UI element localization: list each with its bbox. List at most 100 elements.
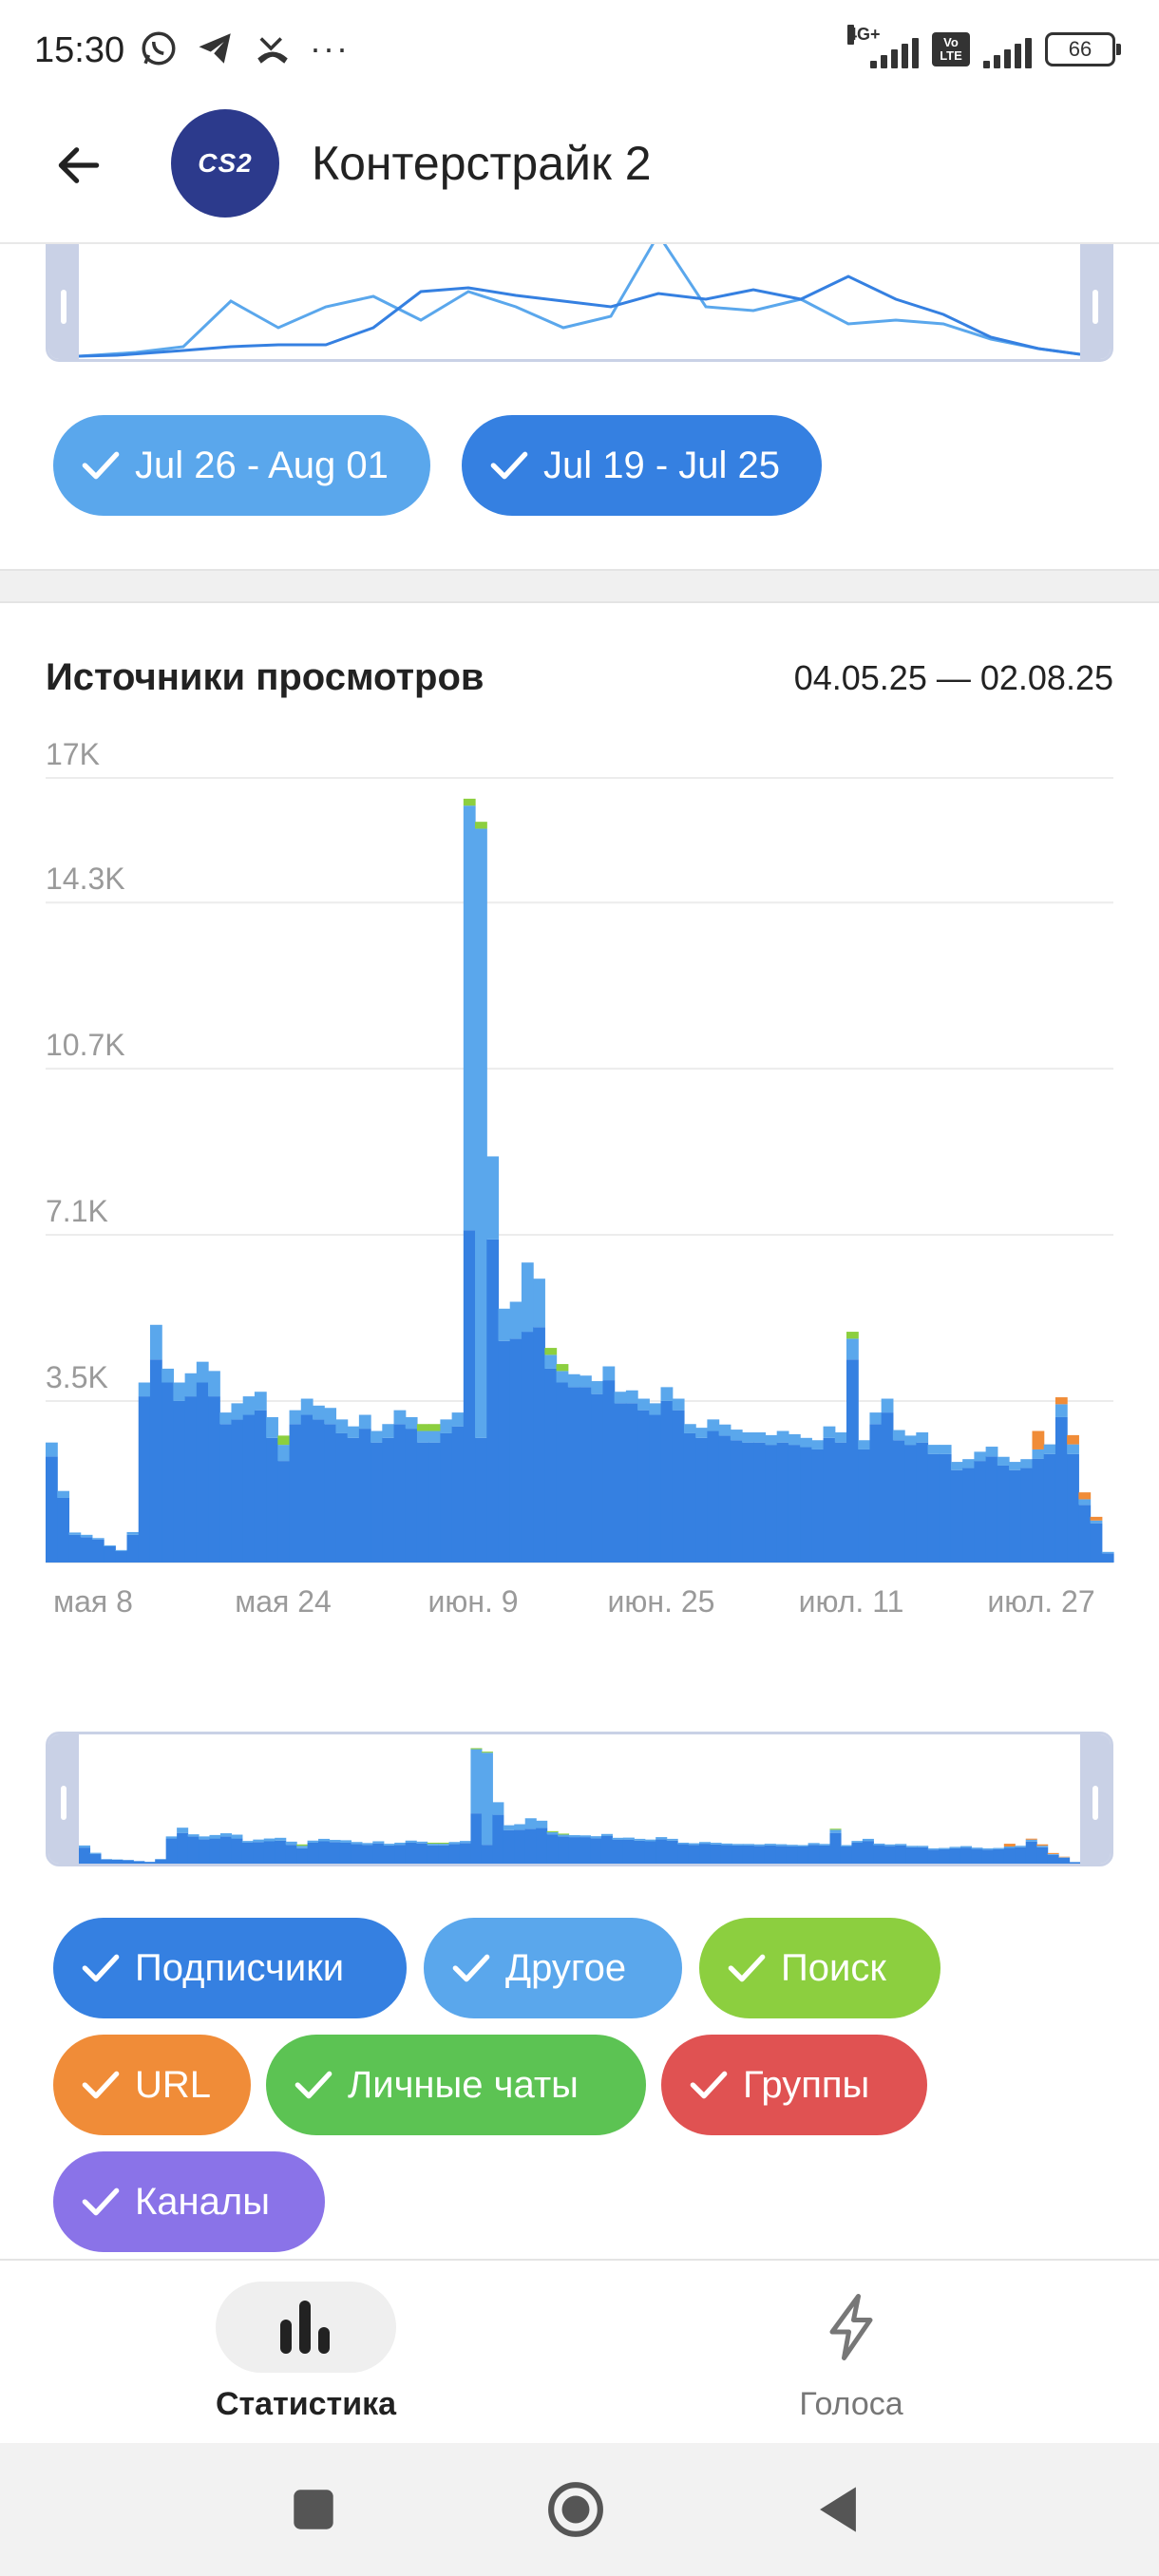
back-system-button[interactable] [806, 2477, 870, 2542]
bar-subscribers[interactable] [811, 1449, 825, 1563]
bar-other[interactable] [428, 1430, 441, 1443]
bar-other[interactable] [313, 1405, 325, 1420]
top-chart-range-selector[interactable] [46, 244, 1113, 362]
bar-subscribers[interactable] [1090, 1523, 1103, 1563]
bar-other[interactable] [440, 1419, 453, 1433]
bar-other[interactable] [776, 1430, 789, 1443]
bar-other[interactable] [475, 828, 487, 1438]
bar-other[interactable] [196, 1361, 209, 1383]
bar-search[interactable] [416, 1424, 429, 1431]
bar-subscribers[interactable] [242, 1414, 256, 1563]
bar-other[interactable] [788, 1433, 801, 1446]
bar-subscribers[interactable] [104, 1545, 116, 1563]
bar-subscribers[interactable] [1078, 1505, 1092, 1563]
bar-other[interactable] [289, 1410, 302, 1425]
bar-other[interactable] [1101, 1551, 1114, 1554]
bar-other[interactable] [254, 1392, 267, 1411]
bar-subscribers[interactable] [300, 1414, 314, 1563]
bar-search[interactable] [544, 1348, 558, 1355]
bar-other[interactable] [567, 1373, 580, 1388]
bar-subscribers[interactable] [219, 1424, 233, 1563]
bar-subscribers[interactable] [985, 1456, 998, 1563]
bar-other[interactable] [266, 1416, 278, 1438]
bar-search[interactable] [556, 1364, 569, 1372]
bar-other[interactable] [91, 1538, 104, 1540]
bar-search[interactable] [277, 1435, 291, 1446]
bar-subscribers[interactable] [823, 1437, 836, 1563]
bar-subscribers[interactable] [625, 1403, 638, 1563]
filter-chip-2[interactable]: Поиск [699, 1918, 940, 2018]
bar-subscribers[interactable] [80, 1537, 93, 1563]
bar-subscribers[interactable] [614, 1403, 627, 1563]
bar-subscribers[interactable] [382, 1437, 395, 1563]
bar-subscribers[interactable] [730, 1440, 743, 1563]
bar-other[interactable] [625, 1390, 638, 1404]
bar-other[interactable] [1078, 1499, 1092, 1506]
date-range[interactable]: 04.05.25 — 02.08.25 [793, 658, 1113, 697]
range-handle-left[interactable] [48, 244, 79, 359]
home-button[interactable] [543, 2477, 608, 2542]
bar-other[interactable] [231, 1403, 244, 1420]
bar-other[interactable] [637, 1398, 650, 1411]
bar-other[interactable] [173, 1382, 186, 1401]
bar-subscribers[interactable] [602, 1380, 616, 1563]
range-handle-right[interactable] [1080, 1734, 1111, 1864]
bar-subscribers[interactable] [1020, 1468, 1034, 1563]
bar-other[interactable] [486, 1156, 500, 1240]
bar-subscribers[interactable] [591, 1393, 604, 1563]
bar-other[interactable] [242, 1396, 256, 1415]
bar-subscribers[interactable] [683, 1432, 696, 1563]
bar-other[interactable] [57, 1490, 70, 1498]
channel-title[interactable]: Контерстрайк 2 [312, 137, 652, 190]
bar-url[interactable] [1078, 1492, 1092, 1500]
bar-subscribers[interactable] [1009, 1469, 1021, 1563]
bar-subscribers[interactable] [475, 1437, 487, 1563]
bar-other[interactable] [498, 1308, 511, 1341]
bar-other[interactable] [544, 1354, 558, 1369]
bar-other[interactable] [451, 1412, 465, 1427]
bar-search[interactable] [463, 798, 476, 806]
bar-subscribers[interactable] [580, 1387, 592, 1563]
bar-other[interactable] [358, 1414, 371, 1430]
bar-other[interactable] [614, 1392, 627, 1404]
filter-chip-0[interactable]: Подписчики [53, 1918, 407, 2018]
bar-subscribers[interactable] [788, 1445, 801, 1563]
bar-subscribers[interactable] [231, 1419, 244, 1563]
bar-other[interactable] [846, 1338, 859, 1360]
bar-subscribers[interactable] [765, 1445, 778, 1563]
bar-subscribers[interactable] [916, 1442, 929, 1563]
bar-subscribers[interactable] [277, 1461, 291, 1563]
bar-subscribers[interactable] [637, 1410, 650, 1563]
bar-subscribers[interactable] [451, 1426, 465, 1563]
bar-other[interactable] [974, 1451, 987, 1462]
bar-subscribers[interactable] [162, 1382, 174, 1563]
bar-other[interactable] [1043, 1444, 1056, 1454]
bar-subscribers[interactable] [672, 1410, 685, 1563]
bar-other[interactable] [904, 1435, 917, 1446]
bar-other[interactable] [138, 1382, 151, 1397]
bar-other[interactable] [707, 1419, 720, 1431]
bar-other[interactable] [393, 1410, 407, 1425]
bar-subscribers[interactable] [46, 1456, 58, 1563]
bar-url[interactable] [1067, 1434, 1079, 1445]
bar-other[interactable] [649, 1403, 662, 1415]
bar-other[interactable] [335, 1419, 349, 1433]
bar-subscribers[interactable] [509, 1338, 522, 1563]
bar-other[interactable] [300, 1398, 314, 1415]
bar-subscribers[interactable] [834, 1442, 847, 1563]
bar-subscribers[interactable] [393, 1424, 407, 1563]
bar-subscribers[interactable] [742, 1442, 754, 1563]
bar-subscribers[interactable] [649, 1414, 662, 1563]
bar-other[interactable] [149, 1324, 162, 1360]
bar-subscribers[interactable] [881, 1412, 894, 1563]
bar-subscribers[interactable] [486, 1239, 500, 1563]
bar-other[interactable] [718, 1424, 732, 1436]
bar-subscribers[interactable] [68, 1534, 82, 1563]
bar-other[interactable] [580, 1375, 592, 1388]
bar-subscribers[interactable] [115, 1550, 128, 1563]
bar-subscribers[interactable] [289, 1424, 302, 1563]
bar-subscribers[interactable] [184, 1396, 198, 1563]
bar-other[interactable] [753, 1431, 767, 1443]
bar-subscribers[interactable] [416, 1442, 429, 1563]
bar-subscribers[interactable] [313, 1419, 325, 1563]
